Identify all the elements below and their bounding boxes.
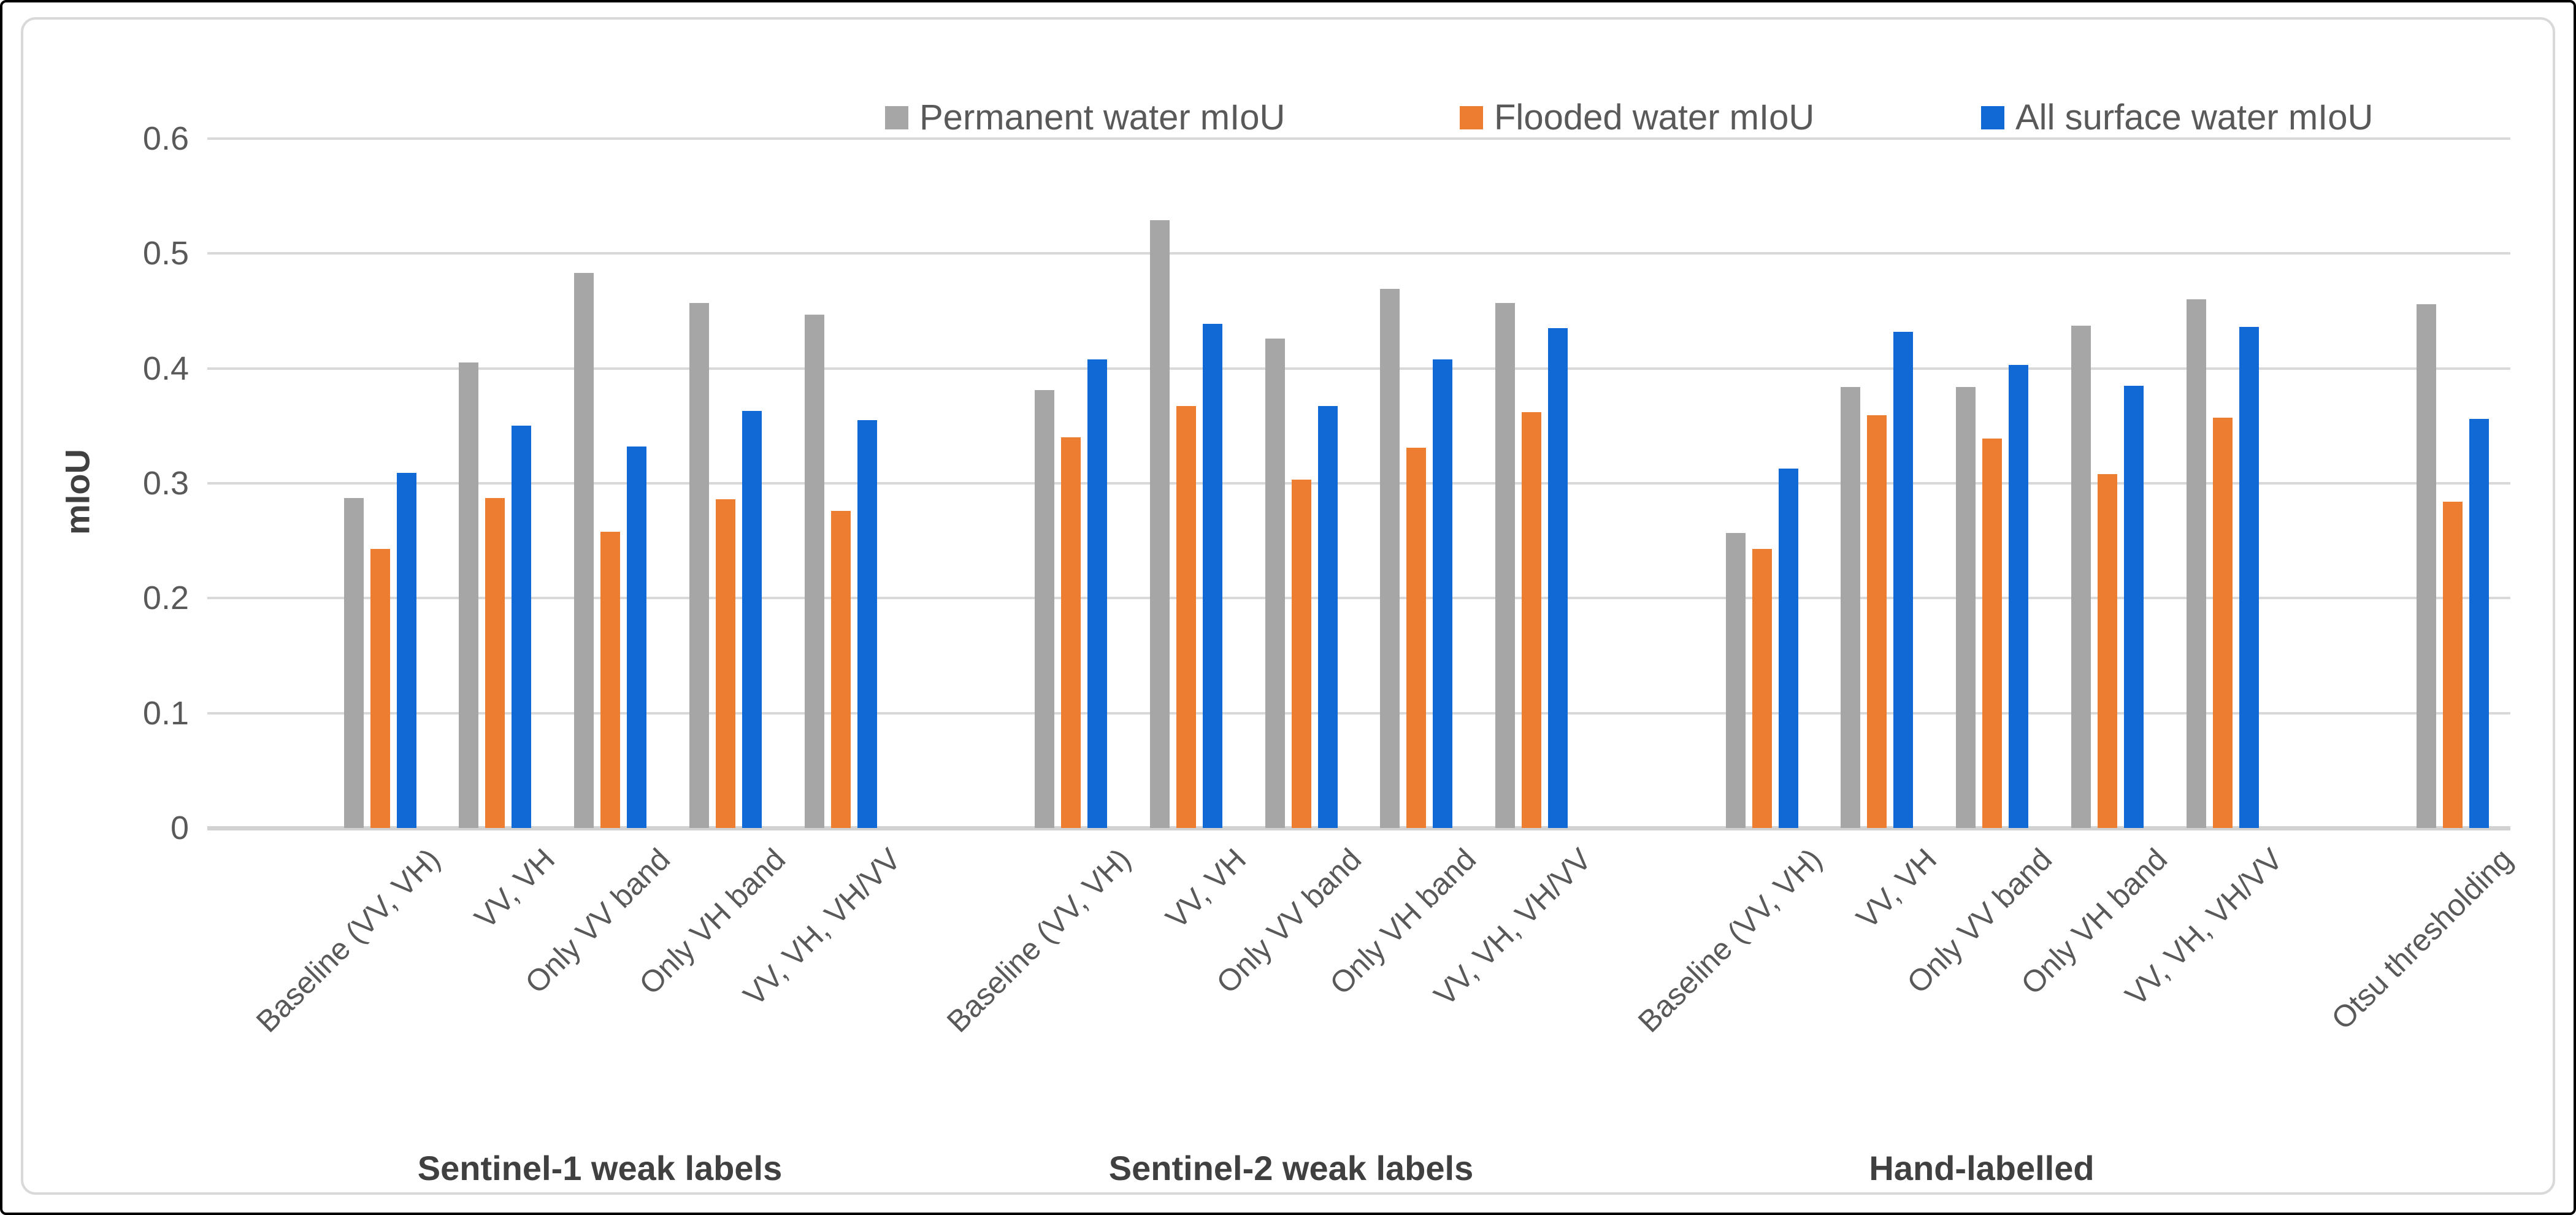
bar-permanent-water-g1-only-vv-band	[574, 273, 594, 828]
x-category-label-g1-baseline-vv-vh: Baseline (VV, VH)	[249, 841, 447, 1039]
bar-permanent-water-g1-baseline-vv-vh	[343, 498, 364, 828]
bar-permanent-water-g4-otsu-thresholding	[2417, 304, 2437, 828]
bar-permanent-water-g3-baseline-vv-vh	[1725, 532, 1746, 828]
chart-frame: mIoU Permanent water mIoU Flooded water m…	[21, 17, 2555, 1195]
x-category-label-g4-otsu-thresholding: Otsu thresholding	[2325, 841, 2520, 1037]
bar-all-surface-water-g2-only-vv-band	[1317, 406, 1338, 828]
y-tick-label-0: 0	[170, 810, 189, 846]
legend-swatch-icon	[1460, 106, 1483, 129]
x-category-label-g2-vv-vh: VV, VH	[1159, 841, 1253, 935]
bar-all-surface-water-g4-otsu-thresholding	[2469, 419, 2490, 828]
bar-flooded-water-g1-vv-vh-vh-vv	[830, 510, 851, 828]
x-category-label-g3-baseline-vv-vh: Baseline (VV, VH)	[1631, 841, 1828, 1039]
group-label-sentinel-1-weak-labels: Sentinel-1 weak labels	[417, 1149, 783, 1187]
bar-all-surface-water-g2-vv-vh-vh-vv	[1548, 328, 1568, 828]
bar-flooded-water-g2-vv-vh-vh-vv	[1522, 412, 1542, 828]
bar-permanent-water-g1-only-vh-band	[689, 302, 709, 828]
bar-flooded-water-g1-vv-vh	[485, 498, 505, 828]
bar-flooded-water-g2-baseline-vv-vh	[1061, 437, 1081, 828]
bar-all-surface-water-g2-baseline-vv-vh	[1087, 359, 1108, 828]
bar-flooded-water-g1-baseline-vv-vh	[370, 548, 390, 828]
bar-all-surface-water-g3-only-vh-band	[2123, 385, 2144, 828]
y-tick-label-0.5: 0.5	[142, 235, 189, 272]
bar-flooded-water-g2-only-vh-band	[1406, 447, 1427, 828]
bar-permanent-water-g1-vv-vh	[459, 362, 479, 828]
bar-all-surface-water-g1-baseline-vv-vh	[396, 473, 416, 828]
gridline-0.4	[207, 367, 2510, 370]
bar-flooded-water-g3-only-vh-band	[2097, 474, 2117, 828]
bar-all-surface-water-g1-only-vh-band	[742, 410, 762, 828]
y-tick-label-0.1: 0.1	[142, 694, 189, 732]
y-tick-label-0.3: 0.3	[142, 465, 189, 502]
bar-flooded-water-g1-only-vv-band	[600, 531, 621, 828]
bar-flooded-water-g4-otsu-thresholding	[2443, 501, 2463, 828]
gridline-0.3	[207, 482, 2510, 485]
bar-all-surface-water-g3-vv-vh-vh-vv	[2239, 327, 2259, 828]
bar-all-surface-water-g3-only-vv-band	[2009, 365, 2029, 828]
bar-permanent-water-g2-only-vh-band	[1380, 289, 1400, 828]
gridline-0.5	[207, 252, 2510, 255]
gridline-0.2	[207, 597, 2510, 600]
x-category-label-g1-vv-vh: VV, VH	[468, 841, 562, 935]
bar-all-surface-water-g3-baseline-vv-vh	[1778, 468, 1798, 828]
bar-flooded-water-g3-vv-vh-vh-vv	[2212, 418, 2233, 828]
x-axis-line	[207, 826, 2510, 830]
y-tick-label-0.4: 0.4	[142, 350, 189, 387]
x-category-label-g3-vv-vh: VV, VH	[1850, 841, 1944, 935]
legend-item-flooded-water-miou: Flooded water mIoU	[1460, 99, 1814, 136]
bar-all-surface-water-g1-only-vv-band	[627, 447, 647, 828]
bar-all-surface-water-g2-vv-vh	[1202, 323, 1222, 828]
bar-permanent-water-g3-only-vh-band	[2071, 326, 2091, 828]
bar-all-surface-water-g2-only-vh-band	[1433, 359, 1453, 828]
bar-permanent-water-g1-vv-vh-vh-vv	[804, 314, 824, 828]
legend-item-permanent-water-miou: Permanent water mIoU	[885, 99, 1285, 136]
bar-permanent-water-g2-vv-vh-vh-vv	[1495, 302, 1516, 828]
bar-flooded-water-g2-only-vv-band	[1291, 480, 1311, 828]
group-label-sentinel-2-weak-labels: Sentinel-2 weak labels	[1108, 1149, 1474, 1187]
legend-label: Permanent water mIoU	[919, 98, 1286, 137]
bar-all-surface-water-g1-vv-vh-vh-vv	[857, 420, 877, 828]
y-tick-label-0.6: 0.6	[142, 120, 189, 157]
bar-all-surface-water-g1-vv-vh	[512, 426, 532, 828]
legend-swatch-icon	[1981, 106, 2004, 129]
x-category-label-g2-baseline-vv-vh: Baseline (VV, VH)	[940, 841, 1138, 1039]
legend-item-all-surface-water-miou: All surface water mIoU	[1981, 99, 2373, 136]
group-label-hand-labelled: Hand-labelled	[1869, 1149, 2095, 1187]
bar-permanent-water-g2-vv-vh	[1149, 220, 1170, 828]
bar-flooded-water-g3-vv-vh	[1867, 415, 1887, 828]
bar-flooded-water-g2-vv-vh	[1176, 406, 1196, 828]
bar-permanent-water-g2-only-vv-band	[1265, 338, 1285, 828]
bar-all-surface-water-g3-vv-vh	[1893, 331, 1914, 828]
legend-label: Flooded water mIoU	[1494, 98, 1815, 137]
bar-flooded-water-g1-only-vh-band	[715, 499, 735, 828]
legend-label: All surface water mIoU	[2015, 98, 2374, 137]
bar-permanent-water-g3-only-vv-band	[1956, 386, 1976, 828]
legend-swatch-icon	[885, 106, 908, 129]
bar-flooded-water-g3-only-vv-band	[1982, 438, 2003, 828]
bar-permanent-water-g3-vv-vh	[1841, 386, 1861, 828]
gridline-0.6	[207, 137, 2510, 140]
gridline-0.1	[207, 711, 2510, 715]
y-tick-label-0.2: 0.2	[142, 580, 189, 617]
bar-permanent-water-g2-baseline-vv-vh	[1035, 390, 1055, 828]
bar-permanent-water-g3-vv-vh-vh-vv	[2186, 299, 2206, 828]
bar-flooded-water-g3-baseline-vv-vh	[1752, 548, 1772, 828]
